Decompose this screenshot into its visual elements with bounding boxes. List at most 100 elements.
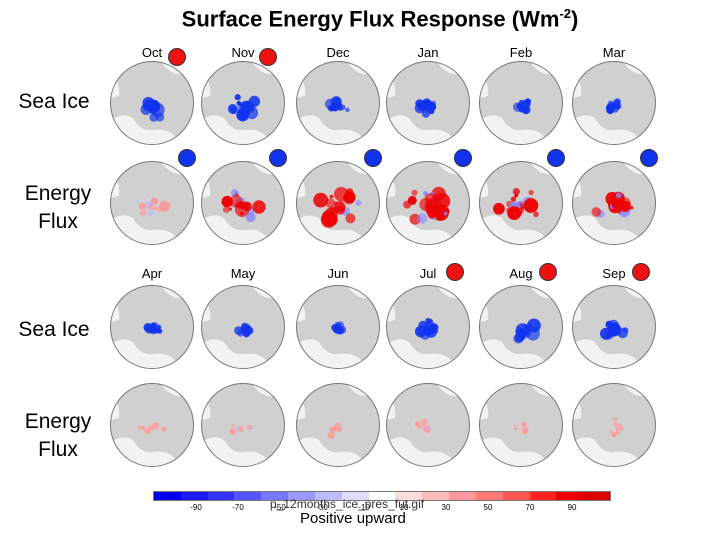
flux-positive-patch bbox=[608, 429, 613, 434]
ice-patch bbox=[241, 328, 251, 337]
continent-shape bbox=[297, 394, 306, 420]
flux-positive-patch bbox=[242, 201, 252, 212]
flux-positive-patch bbox=[144, 428, 151, 435]
flux-positive-patch bbox=[414, 421, 420, 427]
flux-negative-patch bbox=[245, 212, 256, 222]
flux-positive-patch bbox=[138, 202, 146, 210]
map-energy-flux-apr bbox=[110, 383, 194, 467]
map-sea-ice-mar bbox=[572, 61, 656, 145]
flux-positive-patch bbox=[629, 206, 634, 210]
continent-shape bbox=[111, 215, 191, 244]
flux-positive-patch bbox=[512, 423, 517, 427]
ice-patch bbox=[527, 318, 541, 333]
flux-positive-patch bbox=[137, 425, 142, 430]
flux-positive-patch bbox=[506, 207, 513, 214]
flux-positive-patch bbox=[493, 202, 505, 215]
flux-positive-patch bbox=[345, 213, 356, 224]
continent-shape bbox=[202, 437, 282, 466]
flux-positive-patch bbox=[157, 205, 164, 212]
flux-positive-patch bbox=[407, 195, 417, 205]
continent-shape bbox=[111, 115, 191, 144]
flux-positive-patch bbox=[433, 192, 451, 210]
continent-shape bbox=[573, 394, 582, 420]
flux-negative-patch bbox=[416, 213, 428, 224]
continent-shape bbox=[347, 62, 379, 83]
row-label-line2: Flux bbox=[38, 210, 78, 233]
ice-patch bbox=[333, 327, 340, 334]
figure-title: Surface Energy Flux Response (Wm-2) bbox=[0, 6, 720, 32]
row-label-line2: Flux bbox=[38, 438, 78, 461]
month-label-sep: Sep bbox=[602, 266, 626, 281]
month-label-oct: Oct bbox=[141, 45, 163, 60]
ice-patch bbox=[248, 95, 261, 108]
continent-shape bbox=[347, 384, 379, 405]
flux-positive-patch bbox=[618, 197, 631, 210]
continent-shape bbox=[530, 286, 562, 307]
continent-shape bbox=[111, 437, 191, 466]
month-label-jul: Jul bbox=[419, 266, 437, 281]
colorbar-segment bbox=[234, 492, 262, 500]
map-sea-ice-oct bbox=[110, 61, 194, 145]
flux-positive-patch bbox=[520, 421, 527, 427]
colorbar-segment bbox=[154, 492, 181, 500]
map-sea-ice-jan bbox=[386, 61, 470, 145]
month-label-jan: Jan bbox=[417, 45, 439, 60]
map-sea-ice-sep bbox=[572, 285, 656, 369]
flux-positive-patch bbox=[237, 425, 245, 433]
colorbar-tick-label: -50 bbox=[274, 503, 286, 512]
continent-shape bbox=[387, 296, 396, 322]
continent-shape bbox=[623, 62, 655, 83]
flux-negative-patch bbox=[355, 200, 362, 206]
map-sea-ice-may bbox=[201, 285, 285, 369]
flux-positive-patch bbox=[334, 201, 346, 213]
flux-positive-patch bbox=[591, 207, 602, 217]
continent-shape bbox=[252, 384, 284, 405]
continent-shape bbox=[623, 162, 655, 183]
continent-shape bbox=[387, 339, 467, 368]
colorbar-tick-label: -70 bbox=[232, 503, 244, 512]
flux-positive-patch bbox=[325, 212, 338, 226]
colorbar-tick-label: 10 bbox=[399, 503, 409, 512]
red-dot-jul bbox=[446, 263, 464, 281]
continent-shape bbox=[573, 437, 653, 466]
continent-shape bbox=[480, 437, 560, 466]
flux-positive-patch bbox=[246, 424, 253, 430]
colorbar-tick-label: -10 bbox=[358, 503, 370, 512]
flux-positive-patch bbox=[522, 428, 528, 435]
ice-patch bbox=[334, 321, 341, 329]
continent-shape bbox=[573, 115, 653, 144]
ice-patch bbox=[431, 100, 436, 106]
continent-shape bbox=[202, 115, 282, 144]
continent-shape bbox=[573, 215, 653, 244]
ice-patch bbox=[240, 100, 252, 112]
map-sea-ice-apr bbox=[110, 285, 194, 369]
flux-positive-patch bbox=[222, 206, 230, 213]
ice-patch bbox=[421, 109, 431, 118]
title-close: ) bbox=[571, 6, 579, 32]
continent-shape bbox=[387, 172, 396, 198]
flux-positive-patch bbox=[239, 211, 244, 216]
month-label-mar: Mar bbox=[602, 45, 626, 60]
continent-shape bbox=[202, 215, 282, 244]
colorbar-segment bbox=[180, 492, 208, 500]
continent-shape bbox=[480, 215, 560, 244]
map-energy-flux-oct bbox=[110, 161, 194, 245]
colorbar-tick-label: -90 bbox=[190, 503, 202, 512]
flux-positive-patch bbox=[424, 193, 436, 205]
continent-shape bbox=[111, 339, 191, 368]
continent-shape bbox=[111, 296, 120, 322]
flux-positive-patch bbox=[611, 432, 617, 438]
colorbar-tick-label: 30 bbox=[441, 503, 451, 512]
flux-positive-patch bbox=[140, 209, 147, 216]
continent-shape bbox=[297, 437, 377, 466]
continent-shape bbox=[387, 215, 467, 244]
colorbar bbox=[153, 491, 611, 501]
map-sea-ice-nov bbox=[201, 61, 285, 145]
continent-shape bbox=[202, 72, 211, 98]
ice-patch bbox=[240, 115, 245, 120]
map-sea-ice-jul bbox=[386, 285, 470, 369]
continent-shape bbox=[530, 384, 562, 405]
colorbar-segment bbox=[261, 492, 289, 500]
colorbar-segment bbox=[341, 492, 369, 500]
colorbar-tick-label: 50 bbox=[483, 503, 493, 512]
